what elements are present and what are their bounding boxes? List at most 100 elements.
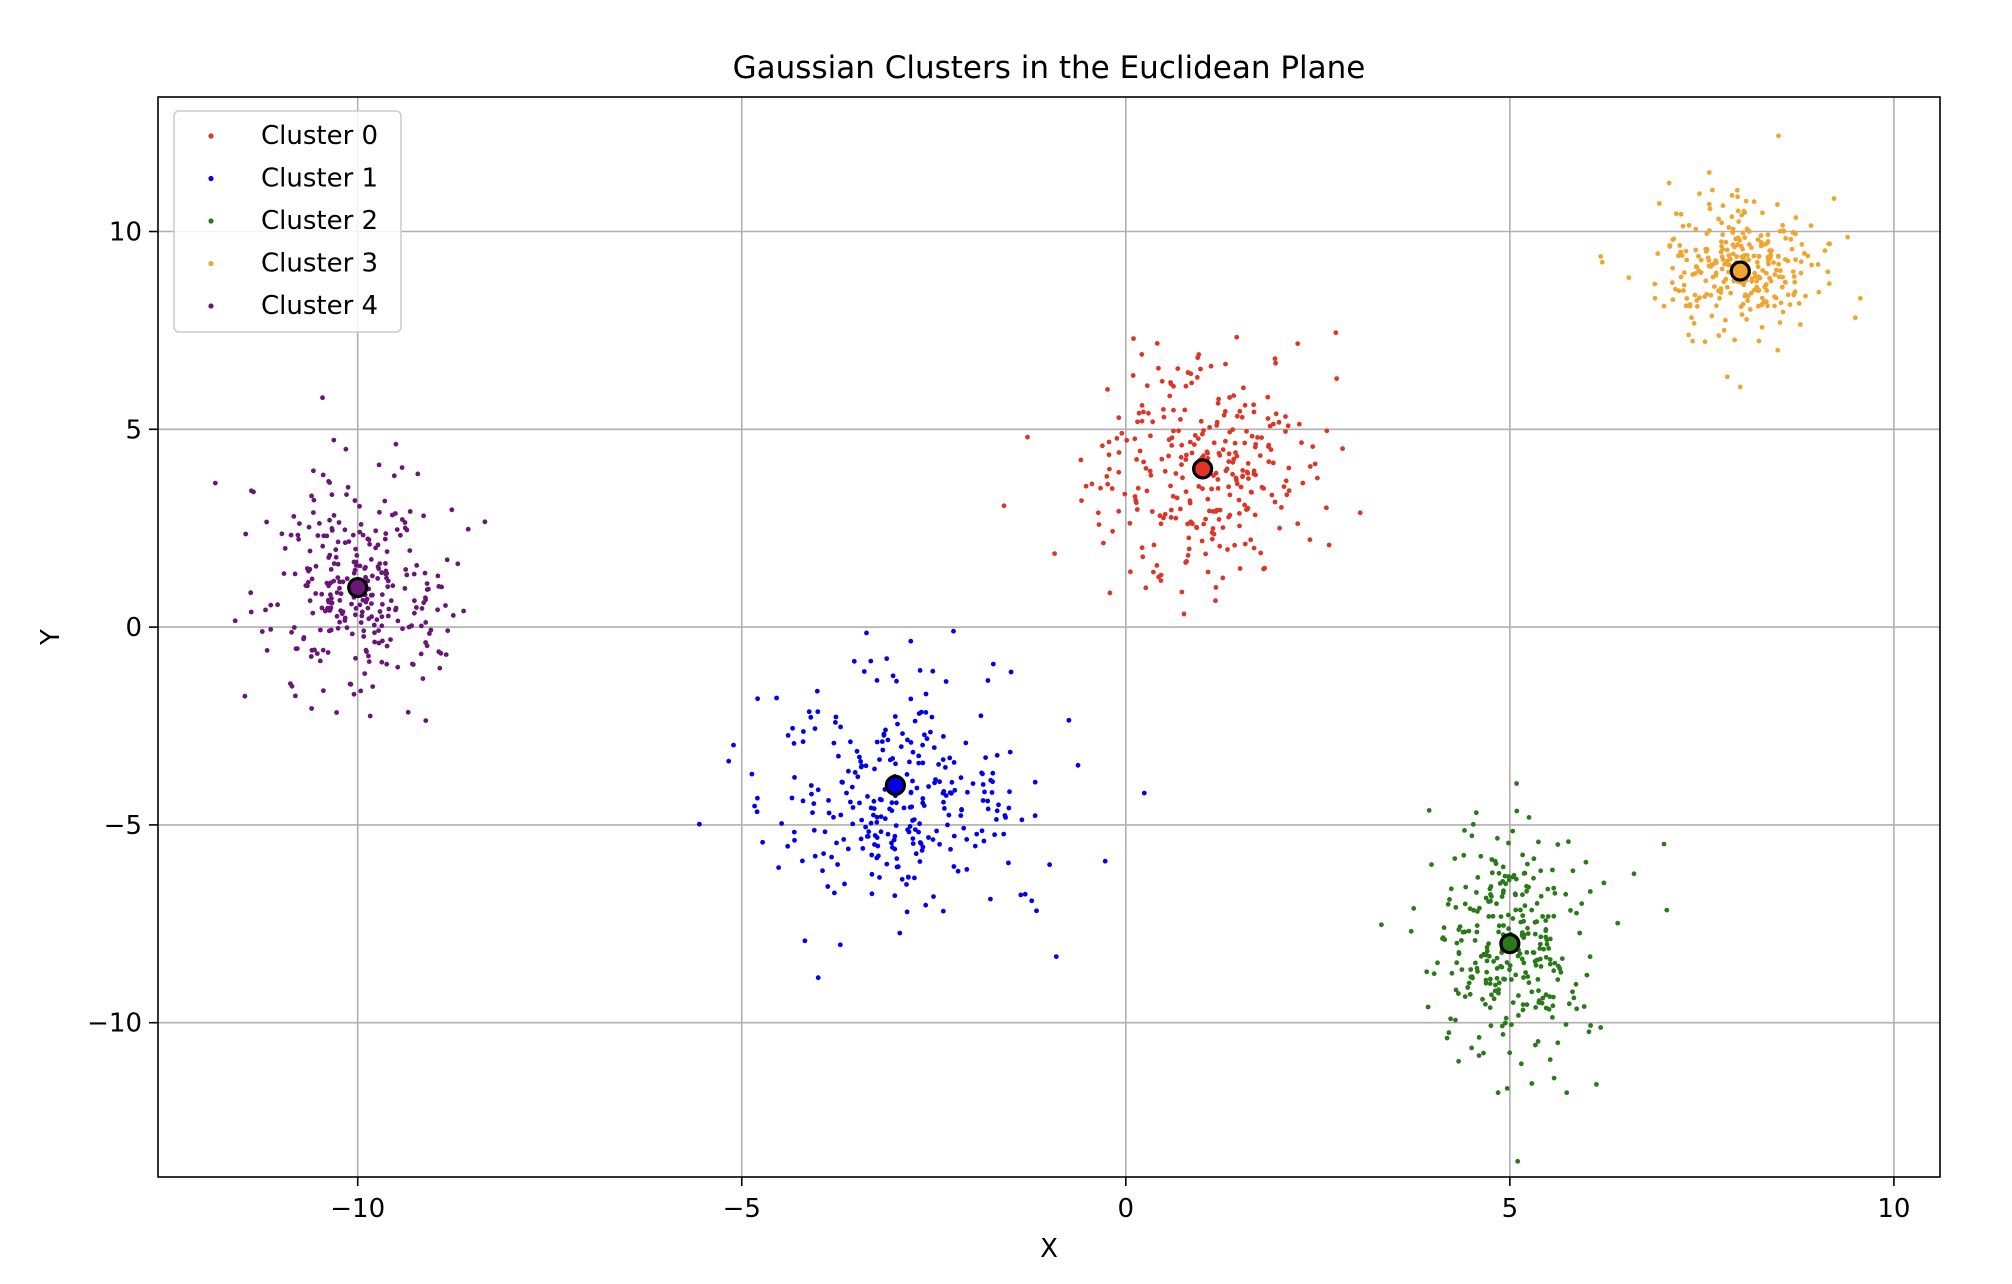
data-point bbox=[887, 806, 892, 812]
data-point bbox=[1783, 280, 1788, 285]
data-point bbox=[1234, 413, 1240, 419]
data-point bbox=[419, 623, 424, 629]
data-point bbox=[1521, 871, 1527, 876]
data-point bbox=[892, 893, 898, 899]
data-point bbox=[1272, 499, 1278, 505]
data-point bbox=[1283, 429, 1288, 434]
data-point bbox=[1809, 262, 1814, 268]
data-point bbox=[1746, 257, 1752, 263]
data-point bbox=[951, 760, 957, 765]
data-point bbox=[1747, 307, 1753, 312]
data-point bbox=[338, 591, 344, 597]
data-point bbox=[1720, 203, 1726, 209]
data-point bbox=[334, 590, 340, 595]
data-point bbox=[1462, 901, 1468, 907]
data-point bbox=[791, 741, 797, 746]
data-point bbox=[920, 796, 926, 801]
data-point bbox=[1713, 270, 1719, 276]
data-point bbox=[1524, 950, 1530, 955]
data-point bbox=[1215, 477, 1221, 482]
data-point bbox=[864, 630, 869, 636]
data-point bbox=[1205, 569, 1211, 575]
data-point bbox=[1547, 1057, 1553, 1062]
data-point bbox=[358, 522, 364, 527]
data-point bbox=[383, 561, 388, 566]
data-point bbox=[1105, 387, 1110, 392]
data-point bbox=[1465, 985, 1471, 990]
data-point bbox=[1503, 1015, 1509, 1021]
data-point bbox=[1703, 278, 1709, 284]
data-point bbox=[1510, 916, 1516, 921]
data-point bbox=[1652, 281, 1658, 287]
data-point bbox=[912, 827, 918, 832]
data-point bbox=[1148, 433, 1153, 439]
data-point bbox=[926, 835, 931, 840]
data-point bbox=[1244, 428, 1249, 434]
data-point bbox=[1488, 884, 1494, 889]
data-point bbox=[1702, 339, 1708, 345]
data-point bbox=[1652, 295, 1658, 301]
data-point bbox=[1587, 954, 1593, 960]
data-point bbox=[1534, 957, 1540, 963]
data-point bbox=[1513, 907, 1519, 913]
data-point bbox=[376, 462, 382, 468]
data-point bbox=[314, 651, 320, 656]
data-point bbox=[1075, 762, 1081, 768]
data-point bbox=[800, 798, 806, 804]
data-point bbox=[1469, 974, 1475, 980]
data-point bbox=[1182, 407, 1188, 413]
data-point bbox=[1104, 474, 1110, 479]
data-point bbox=[842, 881, 847, 887]
data-point bbox=[342, 527, 348, 533]
data-point bbox=[1156, 365, 1161, 371]
data-point bbox=[1782, 257, 1788, 262]
data-point bbox=[1209, 536, 1215, 542]
data-point bbox=[424, 581, 430, 586]
data-point bbox=[848, 739, 853, 745]
data-point bbox=[1486, 914, 1492, 919]
data-point bbox=[726, 758, 732, 764]
data-point bbox=[1429, 862, 1434, 867]
data-point bbox=[1454, 960, 1460, 966]
data-point bbox=[1484, 945, 1490, 950]
data-point bbox=[1198, 366, 1203, 372]
data-point bbox=[1514, 781, 1519, 786]
data-point bbox=[344, 625, 350, 631]
data-point bbox=[1106, 439, 1112, 445]
data-point bbox=[1047, 862, 1052, 868]
data-point bbox=[322, 608, 328, 614]
data-point bbox=[1515, 1158, 1521, 1164]
data-point bbox=[878, 814, 884, 819]
data-point bbox=[1189, 380, 1194, 386]
data-point bbox=[835, 862, 840, 867]
data-point bbox=[1472, 938, 1478, 943]
data-point bbox=[1598, 1025, 1604, 1030]
data-point bbox=[405, 709, 411, 715]
data-point bbox=[920, 760, 926, 766]
data-point bbox=[1496, 870, 1502, 876]
data-point bbox=[1324, 505, 1329, 511]
data-point bbox=[970, 781, 976, 786]
data-point bbox=[382, 536, 388, 542]
data-point bbox=[1078, 457, 1084, 463]
data-point bbox=[1822, 248, 1828, 254]
data-point bbox=[1469, 833, 1475, 839]
data-point bbox=[1276, 419, 1282, 425]
data-point bbox=[1158, 572, 1164, 578]
data-point bbox=[1521, 975, 1526, 980]
data-point bbox=[1742, 235, 1748, 241]
data-point bbox=[1734, 254, 1740, 260]
data-point bbox=[1143, 585, 1149, 591]
data-point bbox=[1710, 187, 1715, 193]
data-point bbox=[268, 602, 274, 608]
data-point bbox=[905, 737, 910, 743]
data-point bbox=[1225, 547, 1230, 552]
data-point bbox=[1520, 852, 1525, 858]
data-point bbox=[1029, 898, 1035, 904]
data-point bbox=[423, 620, 429, 625]
data-point bbox=[1162, 511, 1168, 517]
data-point bbox=[359, 609, 365, 615]
data-point bbox=[1324, 428, 1330, 434]
data-point bbox=[978, 713, 984, 719]
data-point bbox=[243, 531, 249, 537]
